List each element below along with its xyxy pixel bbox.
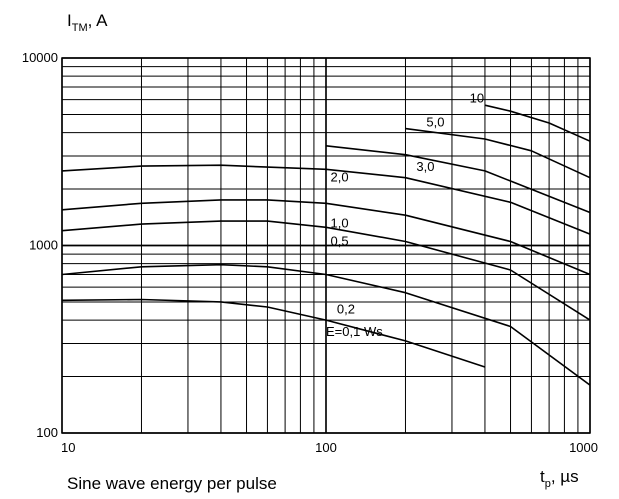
series-label: 10 bbox=[470, 90, 484, 105]
series-line bbox=[325, 145, 591, 214]
y-tick-label: 1000 bbox=[29, 238, 58, 253]
series-label: 3,0 bbox=[416, 159, 434, 174]
series-label: 0,2 bbox=[337, 301, 355, 316]
series-line bbox=[405, 127, 591, 179]
y-axis-label: ITM, A bbox=[67, 11, 108, 34]
series-group: E=0,1 Ws 0,2 0,5 1,0 2,0 3,0 5,0 10 bbox=[61, 90, 591, 386]
x-tick-label: 100 bbox=[315, 440, 337, 455]
x-tick-label: 1000 bbox=[569, 440, 598, 455]
chart-caption: Sine wave energy per pulse bbox=[67, 474, 277, 493]
series-line bbox=[61, 263, 591, 386]
series-line bbox=[61, 164, 591, 235]
series-line bbox=[61, 220, 591, 321]
x-tick-label: 10 bbox=[61, 440, 75, 455]
series-line bbox=[61, 199, 591, 276]
series-line bbox=[484, 104, 591, 142]
series-label: 0,5 bbox=[330, 234, 348, 249]
series-label: 5,0 bbox=[426, 115, 444, 130]
y-tick-label: 10000 bbox=[22, 50, 58, 65]
grid bbox=[61, 57, 591, 434]
series-line bbox=[61, 298, 486, 368]
series-label: E=0,1 Ws bbox=[326, 324, 383, 339]
plot-frame bbox=[61, 57, 591, 434]
series-label: 1,0 bbox=[330, 215, 348, 230]
y-tick-label: 100 bbox=[36, 425, 58, 440]
series-label: 2,0 bbox=[330, 169, 348, 184]
x-axis-label: tp, µs bbox=[540, 467, 579, 490]
